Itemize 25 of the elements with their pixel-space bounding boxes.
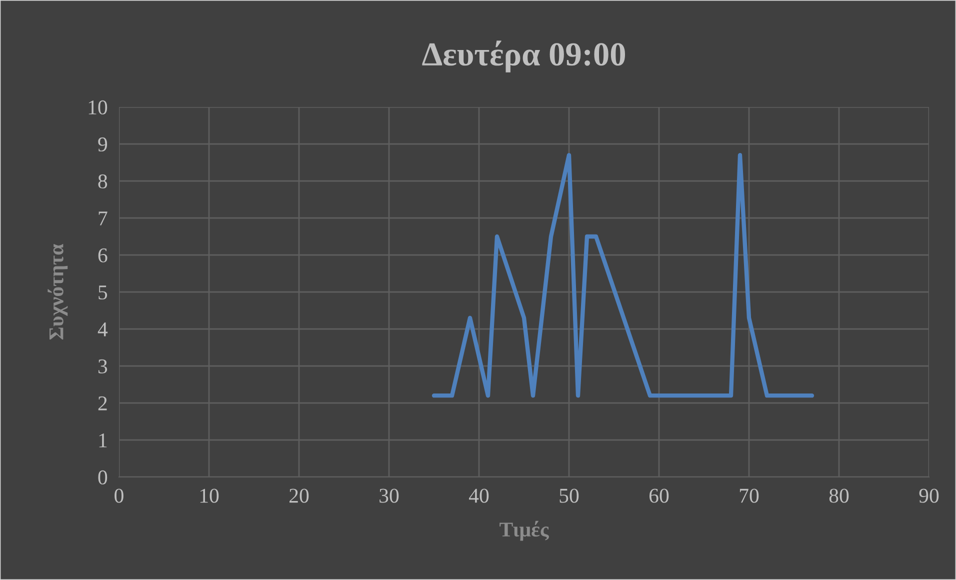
x-tick-label: 50 <box>560 488 579 503</box>
y-tick-label: 6 <box>98 248 108 262</box>
x-tick-label: 10 <box>200 488 219 503</box>
y-tick-label: 1 <box>99 433 107 448</box>
x-tick-label: 60 <box>649 488 669 503</box>
x-axis-title: Τιμές <box>500 520 549 541</box>
y-tick-label: 0 <box>98 470 108 484</box>
y-tick-label: 2 <box>98 396 107 410</box>
y-tick-label: 8 <box>98 174 108 188</box>
x-tick-label: 30 <box>380 488 399 503</box>
y-tick-label: 5 <box>98 286 108 300</box>
y-tick-label: 3 <box>98 359 108 374</box>
x-tick-label: 20 <box>290 488 309 503</box>
y-tick-label: 7 <box>98 212 108 226</box>
x-tick-label: 70 <box>740 488 759 503</box>
y-tick-label: 9 <box>98 137 108 152</box>
x-tick-label: 90 <box>919 488 939 503</box>
x-tick-label: 40 <box>468 488 489 503</box>
x-tick-label: 0 <box>114 488 124 503</box>
chart-title: Δευτέρα 09:00 <box>422 40 626 72</box>
line-series <box>432 153 814 398</box>
y-tick-label: 4 <box>98 322 108 336</box>
x-tick-label: 80 <box>829 488 849 503</box>
y-axis-title: Συχνότητα <box>48 244 68 340</box>
y-tick-label: 10 <box>88 100 108 114</box>
